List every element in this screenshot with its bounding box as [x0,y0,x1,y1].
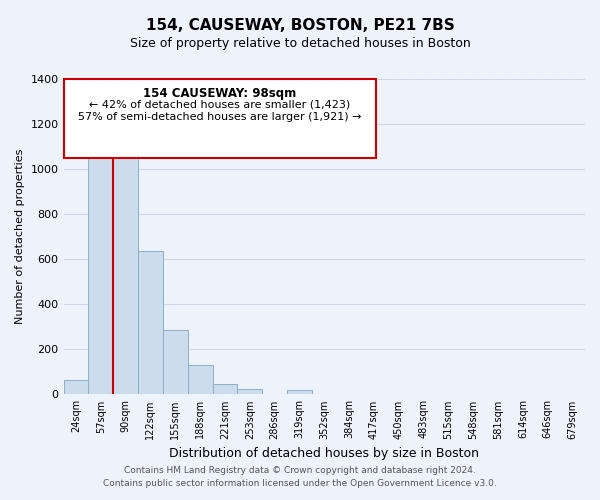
Bar [64,380,88,394]
Text: ← 42% of detached houses are smaller (1,423): ← 42% of detached houses are smaller (1,… [89,100,350,110]
Text: 154 CAUSEWAY: 98sqm: 154 CAUSEWAY: 98sqm [143,87,296,100]
Text: 57% of semi-detached houses are larger (1,921) →: 57% of semi-detached houses are larger (… [78,112,362,122]
Bar [238,390,262,394]
Text: 154, CAUSEWAY, BOSTON, PE21 7BS: 154, CAUSEWAY, BOSTON, PE21 7BS [146,18,454,32]
Bar [287,390,312,394]
FancyBboxPatch shape [64,79,376,158]
Y-axis label: Number of detached properties: Number of detached properties [15,149,25,324]
Bar [138,252,163,394]
Bar [188,365,212,394]
X-axis label: Distribution of detached houses by size in Boston: Distribution of detached houses by size … [169,447,479,460]
Text: Size of property relative to detached houses in Boston: Size of property relative to detached ho… [130,38,470,51]
Text: Contains HM Land Registry data © Crown copyright and database right 2024.
Contai: Contains HM Land Registry data © Crown c… [103,466,497,487]
Bar [113,133,138,394]
Bar [163,330,188,394]
Bar [88,154,113,394]
Bar [212,384,238,394]
